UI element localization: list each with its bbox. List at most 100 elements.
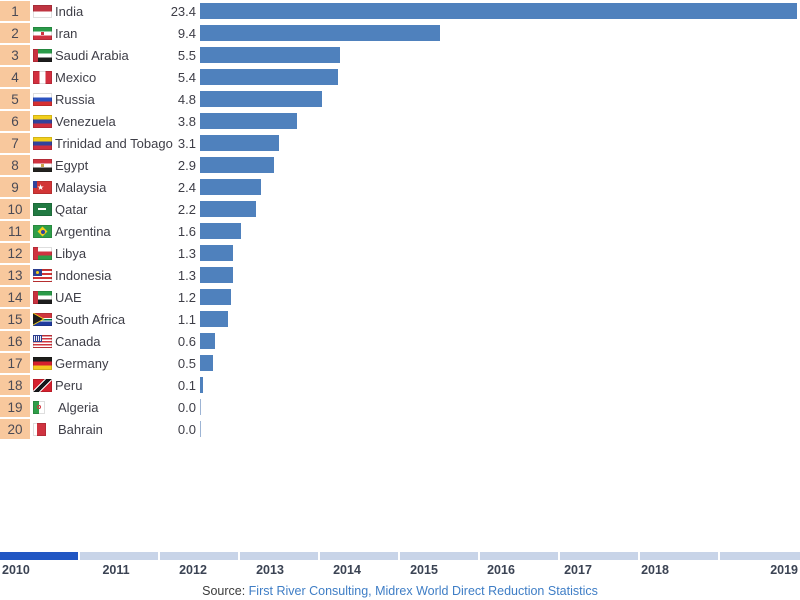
ranking-row: 4 Mexico 5.4: [0, 66, 800, 88]
source-link-first-river[interactable]: First River Consulting: [248, 584, 369, 598]
year-label-2010: 2010: [2, 563, 30, 577]
ranking-row: 6 Venezuela 3.8: [0, 110, 800, 132]
country-name: Libya: [55, 245, 87, 261]
timeline-segment-2019[interactable]: [720, 552, 800, 560]
rank-badge: 8: [0, 155, 30, 175]
bar: [200, 399, 201, 415]
bar: [200, 201, 257, 217]
tt-flag-icon: [33, 378, 52, 392]
ranking-row: 9 Malaysia 2.4: [0, 176, 800, 198]
country-name: Qatar: [55, 201, 88, 217]
timeline-segment-2012[interactable]: [160, 552, 238, 560]
country-name: Indonesia: [55, 267, 112, 283]
bar-track: [200, 91, 797, 107]
year-label-2014: 2014: [333, 563, 361, 577]
source-link-midrex[interactable]: Midrex World Direct Reduction Statistics: [375, 584, 598, 598]
rank-badge: 4: [0, 67, 30, 87]
country-name: Algeria: [58, 399, 99, 415]
bar-track: [200, 3, 797, 19]
country-name: Iran: [55, 25, 78, 41]
bar-value: 2.2: [177, 201, 196, 217]
bar: [200, 333, 216, 349]
bar-value: 0.1: [177, 377, 196, 393]
bahrain-flag-icon: [33, 422, 46, 436]
bar-value: 2.9: [177, 157, 196, 173]
timeline-segment-2013[interactable]: [240, 552, 318, 560]
timeline-segment-2015[interactable]: [400, 552, 478, 560]
bar-track: [200, 289, 797, 305]
ranking-list: 1 India 23.4 2 Iran 9.4 3 Saudi Arabia 5.5 4 Mexic…: [0, 0, 800, 440]
timeline-track[interactable]: [0, 552, 800, 560]
brazil-flag-icon: [33, 224, 52, 238]
ranking-row: 1 India 23.4: [0, 0, 800, 22]
timeline-segment-2014[interactable]: [320, 552, 398, 560]
bar-track: [200, 377, 797, 393]
bar-track: [200, 311, 797, 327]
rank-badge: 20: [0, 419, 30, 439]
bar-value: 1.3: [177, 245, 196, 261]
timeline-segment-2016[interactable]: [480, 552, 558, 560]
bar-track: [200, 47, 797, 63]
timeline-segment-2011[interactable]: [80, 552, 158, 560]
uae-flag-icon: [33, 290, 52, 304]
bar-value: 2.4: [177, 179, 196, 195]
bar-track: [200, 399, 797, 415]
year-label-2012: 2012: [179, 563, 207, 577]
ranking-row: 19 Algeria 0.0: [0, 396, 800, 418]
bar-value: 3.8: [177, 113, 196, 129]
ranking-row: 3 Saudi Arabia 5.5: [0, 44, 800, 66]
bar: [200, 157, 274, 173]
country-name: Venezuela: [55, 113, 116, 129]
rank-badge: 9: [0, 177, 30, 197]
rank-badge: 18: [0, 375, 30, 395]
bar-value: 1.2: [177, 289, 196, 305]
bar-value: 23.4: [170, 3, 196, 19]
country-name: Canada: [55, 333, 101, 349]
bar: [200, 3, 797, 19]
source-line: Source: First River Consulting, Midrex W…: [0, 584, 800, 598]
country-name: Mexico: [55, 69, 97, 85]
rank-badge: 5: [0, 89, 30, 109]
bar-track: [200, 267, 797, 283]
rank-badge: 19: [0, 397, 30, 417]
ranking-row: 11 Argentina 1.6: [0, 220, 800, 242]
country-name: Trinidad and Tobago: [55, 135, 173, 151]
algeria-flag-icon: [33, 400, 45, 414]
timeline-segment-2017[interactable]: [560, 552, 638, 560]
bar: [200, 91, 323, 107]
bar-value: 5.4: [177, 69, 196, 85]
rank-badge: 10: [0, 199, 30, 219]
source-label: Source:: [202, 584, 249, 598]
egypt-flag-icon: [33, 158, 52, 172]
rank-badge: 3: [0, 45, 30, 65]
bar: [200, 245, 234, 261]
bar: [200, 355, 213, 371]
rank-badge: 14: [0, 287, 30, 307]
germany-flag-icon: [33, 356, 52, 370]
bar-value: 0.0: [177, 421, 196, 437]
southafrica-flag-icon: [33, 312, 52, 326]
bar: [200, 25, 440, 41]
country-name: UAE: [55, 289, 82, 305]
bar: [200, 289, 231, 305]
ranking-row: 7 Trinidad and Tobago 3.1: [0, 132, 800, 154]
rank-badge: 15: [0, 309, 30, 329]
country-name: Russia: [55, 91, 95, 107]
iran-flag-icon: [33, 26, 52, 40]
bar-value: 0.0: [177, 399, 196, 415]
timeline-segment-2018[interactable]: [640, 552, 718, 560]
bar: [200, 47, 341, 63]
bar-track: [200, 135, 797, 151]
ranking-row: 16 Canada 0.6: [0, 330, 800, 352]
ranking-row: 14 UAE 1.2: [0, 286, 800, 308]
bar-value: 9.4: [177, 25, 196, 41]
bar-value: 1.6: [177, 223, 196, 239]
bar-value: 3.1: [177, 135, 196, 151]
year-label-2011: 2011: [102, 563, 130, 577]
bar-track: [200, 421, 797, 437]
timeline-segment-2010[interactable]: [0, 552, 78, 560]
saudi-flag-icon: [33, 202, 52, 216]
year-label-2018: 2018: [641, 563, 669, 577]
bar-track: [200, 333, 797, 349]
year-label-2016: 2016: [487, 563, 515, 577]
